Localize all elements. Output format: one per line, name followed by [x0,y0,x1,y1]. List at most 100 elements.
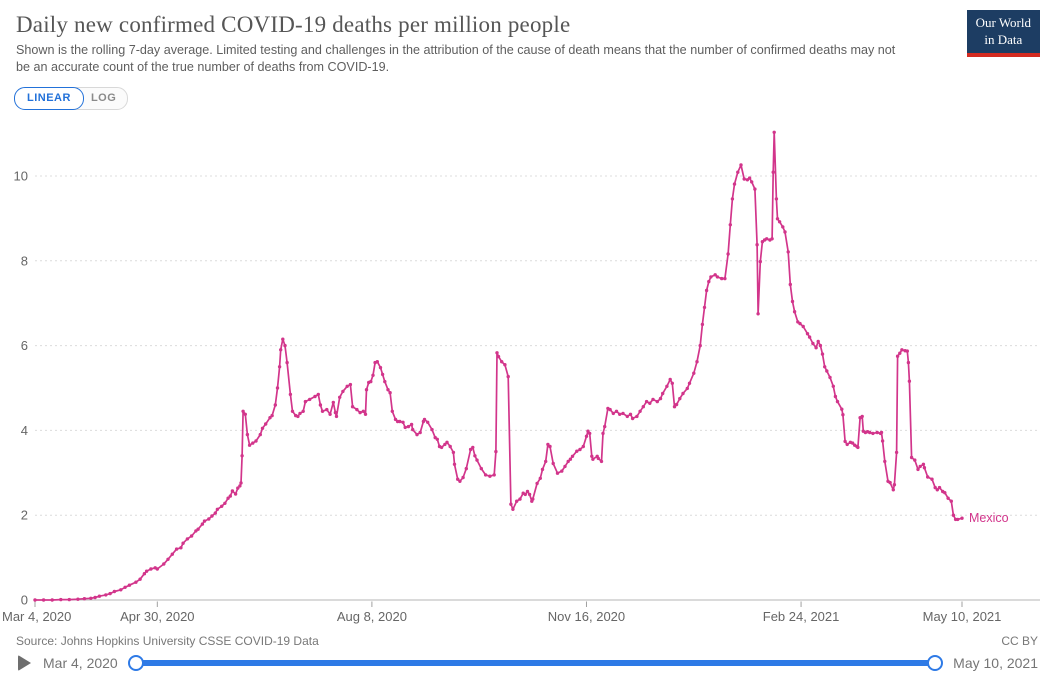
data-point [371,373,375,377]
data-point [584,434,589,438]
data-point [765,236,769,241]
data-point [233,492,238,496]
data-point [548,444,552,448]
data-point [461,475,465,479]
data-point [900,347,904,352]
line-chart-svg[interactable]: 0 2 4 6 8 10 Mar 4, 2020 Apr 30, 2020 Aug 8, 202… [0,112,1052,632]
data-point [409,422,414,426]
data-point [369,379,373,384]
data-point [946,496,950,500]
data-point [142,571,147,576]
data-point [835,399,840,404]
data-point [390,409,394,413]
timeline-slider-track[interactable] [135,660,936,666]
data-point [483,472,488,477]
data-point [926,475,930,479]
data-point [264,422,268,426]
data-point [771,170,775,174]
y-axis-tick-label: 2 [21,507,28,522]
owid-logo[interactable]: Our World in Data [966,10,1040,57]
data-point [166,557,170,561]
data-point [807,335,812,339]
data-point [492,472,496,477]
data-point [823,364,827,369]
data-point [383,379,387,384]
data-point [798,321,802,326]
data-point [288,392,293,396]
log-scale-button[interactable]: LOG [71,86,129,110]
data-point [913,458,917,462]
data-point [951,513,956,517]
data-point [406,424,411,429]
data-point [570,454,575,458]
data-point [207,517,211,521]
data-point [840,407,844,411]
chart-canvas[interactable]: 0 2 4 6 8 10 Mar 4, 2020 Apr 30, 2020 Aug 8, 202… [0,112,1052,632]
data-point [213,511,217,515]
data-point [540,467,545,471]
data-point [325,407,329,412]
data-point [816,339,820,343]
data-point [814,345,818,350]
data-point [503,362,507,367]
data-point [575,449,579,453]
data-point [108,591,112,596]
data-point [544,459,548,463]
data-point [728,222,732,227]
linear-scale-button[interactable]: LINEAR [14,86,84,110]
data-point [811,341,815,345]
data-point [334,414,339,418]
timeline-end-label: May 10, 2021 [953,654,1038,671]
data-point [258,432,262,437]
data-point [695,359,699,364]
data-point [435,437,439,441]
y-axis-tick-label: 0 [21,592,28,607]
data-point [875,430,879,434]
data-point [386,387,390,392]
data-point [181,541,185,545]
data-point [189,534,194,538]
play-icon[interactable] [18,654,31,671]
data-point [568,457,573,461]
data-point [393,417,398,421]
data-point [448,444,452,448]
data-point [313,394,317,398]
data-point [560,469,564,473]
data-point [415,432,419,437]
data-point [755,242,759,247]
data-point [468,447,473,451]
data-point [792,309,797,314]
data-point [591,457,595,461]
data-point [275,386,280,390]
data-point [625,414,629,418]
data-point [599,459,604,463]
data-point [788,282,792,286]
data-point [127,583,132,587]
timeline-slider[interactable] [127,654,944,672]
data-point [538,476,542,480]
data-point [578,447,582,451]
data-point [868,430,872,434]
data-point [331,400,335,404]
data-point [138,577,142,581]
data-point [355,407,359,412]
series-end-label: Mexico [969,511,1009,525]
data-point [240,453,244,458]
data-point [949,499,953,503]
data-point [134,580,138,584]
data-point [818,343,823,348]
data-point [451,450,456,454]
timeline-end-handle[interactable] [927,654,944,671]
data-point [241,409,245,413]
data-point [456,477,460,481]
data-point [316,392,320,396]
data-point [200,522,205,526]
data-point [247,443,252,447]
data-point [426,420,430,424]
data-point [672,404,677,409]
timeline-start-handle[interactable] [127,654,144,671]
data-point [245,432,250,437]
data-point [841,412,845,417]
data-point [76,597,80,601]
